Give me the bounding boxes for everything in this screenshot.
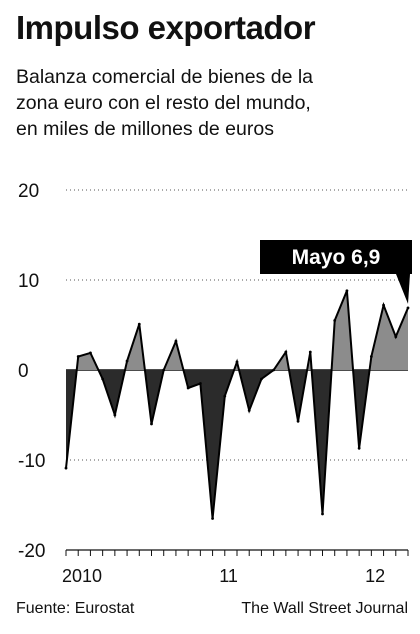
- negative-area: [311, 370, 332, 514]
- source-note: Fuente: Eurostat: [16, 600, 135, 617]
- x-tick-label: 2010: [62, 566, 102, 586]
- data-point: [235, 360, 239, 364]
- data-point: [357, 446, 361, 450]
- data-point: [260, 377, 263, 381]
- x-tick-label: 11: [219, 566, 238, 586]
- chart-title: Impulso exportador: [16, 9, 316, 46]
- data-point: [162, 368, 166, 372]
- positive-area: [369, 305, 408, 370]
- y-tick-label: -20: [18, 541, 45, 562]
- data-point: [369, 355, 373, 358]
- data-point: [247, 409, 251, 412]
- data-point: [272, 368, 276, 372]
- negative-area: [353, 370, 370, 449]
- data-point: [406, 306, 410, 310]
- data-point: [345, 289, 349, 293]
- data-point: [284, 350, 288, 354]
- y-tick-label: 10: [18, 271, 39, 292]
- data-point: [394, 335, 398, 339]
- x-tick-label: 12: [365, 566, 385, 586]
- chart-subtitle: Balanza comercial de bienes de la zona e…: [16, 64, 416, 142]
- callout-label: Mayo 6,9: [292, 246, 381, 269]
- series-line: [65, 290, 409, 519]
- data-point: [125, 359, 129, 363]
- callout-box: [260, 240, 412, 274]
- callout-pointer: [396, 274, 410, 304]
- data-point: [198, 382, 202, 385]
- data-point: [186, 386, 190, 390]
- data-point: [137, 322, 141, 326]
- negative-area: [289, 370, 308, 422]
- negative-area: [183, 370, 235, 519]
- data-point: [382, 303, 385, 307]
- data-point: [321, 512, 324, 516]
- data-point: [89, 351, 92, 355]
- positive-area: [76, 352, 99, 370]
- subtitle-line: zona euro con el resto del mundo,: [16, 92, 311, 114]
- subtitle-line: Balanza comercial de bienes de la: [16, 66, 314, 88]
- data-point: [101, 377, 105, 381]
- data-point: [113, 413, 117, 417]
- data-point: [223, 394, 227, 398]
- positive-area: [163, 341, 184, 370]
- data-point: [64, 466, 68, 470]
- negative-area: [98, 370, 126, 415]
- data-point: [296, 419, 300, 423]
- y-tick-label: -10: [18, 451, 45, 472]
- data-point: [150, 422, 153, 426]
- y-tick-label: 0: [18, 361, 29, 382]
- publisher-credit: The Wall Street Journal: [241, 600, 408, 617]
- negative-area: [144, 370, 164, 424]
- data-point: [211, 517, 214, 520]
- data-point: [333, 319, 337, 322]
- subtitle-line: en miles de millones de euros: [16, 118, 274, 140]
- y-tick-label: 20: [18, 181, 39, 202]
- data-point: [308, 350, 312, 354]
- data-point: [76, 355, 80, 358]
- data-point: [174, 339, 178, 343]
